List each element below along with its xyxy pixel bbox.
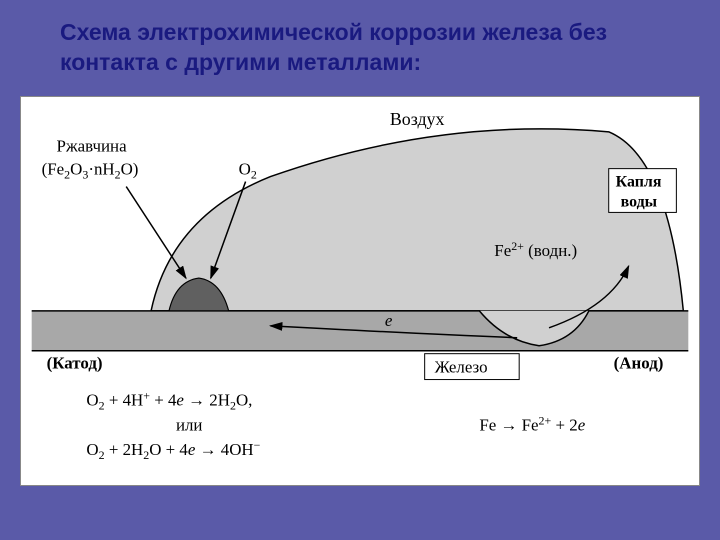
anode-label: (Анод) bbox=[614, 353, 664, 372]
water-drop-shape bbox=[151, 129, 683, 311]
slide-title: Схема электрохимической коррозии железа … bbox=[0, 0, 720, 88]
rust-formula: (Fe2O3·nH2O) bbox=[42, 159, 139, 181]
air-label: Воздух bbox=[390, 109, 445, 129]
cathode-eq2: или bbox=[176, 415, 203, 434]
fe-ion-label: Fe2+ (водн.) bbox=[494, 239, 577, 260]
rust-arrow bbox=[126, 186, 186, 278]
iron-label: Железо bbox=[435, 357, 488, 376]
cathode-eq1: O2 + 4H+ + 4e → 2H2O, bbox=[86, 388, 252, 412]
cathode-eq3: O2 + 2H2O + 4e → 4OH− bbox=[86, 438, 260, 462]
water-label-2: воды bbox=[621, 193, 657, 210]
slide: Схема электрохимической коррозии железа … bbox=[0, 0, 720, 540]
corrosion-diagram: Воздух Ржавчина (Fe2O3·nH2O) O2 Капля во… bbox=[21, 97, 699, 485]
cathode-label: (Катод) bbox=[47, 353, 103, 372]
anode-eq: Fe → Fe2+ + 2e bbox=[479, 413, 585, 434]
diagram-container: Воздух Ржавчина (Fe2O3·nH2O) O2 Капля во… bbox=[20, 96, 700, 486]
water-label-1: Капля bbox=[616, 173, 662, 190]
electron-label: e bbox=[385, 311, 393, 330]
o2-label: O2 bbox=[239, 159, 257, 181]
rust-label: Ржавчина bbox=[57, 136, 128, 155]
